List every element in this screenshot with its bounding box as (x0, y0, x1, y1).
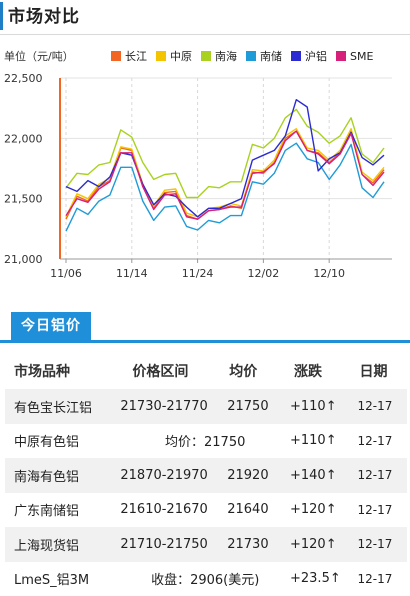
y-tick-label: 22,500 (4, 72, 43, 85)
avg-price-merged: 均价：21750 (165, 435, 246, 451)
x-tick-label: 11/14 (116, 267, 148, 280)
chart-legend: 长江 中原 南海 南储 沪铝 SME (111, 48, 382, 64)
price-date: 12-17 (357, 527, 407, 562)
price-range: 21710-21750 (120, 527, 228, 562)
market-name[interactable]: 中原有色铝 (14, 435, 80, 451)
tab-today-price[interactable]: 今日铝价 (11, 312, 91, 340)
up-arrow-icon: ↑ (329, 571, 341, 587)
table-row[interactable]: 有色宝长江铝 21730-21770 21750 +110↑ 12-17 (5, 389, 407, 424)
change-value: +120 (290, 536, 326, 552)
legend-swatch (156, 51, 166, 61)
up-arrow-icon: ↑ (325, 398, 337, 414)
col-header-avg: 均价 (229, 364, 258, 380)
legend-swatch (291, 51, 301, 61)
legend-item[interactable]: 南储 (246, 48, 282, 64)
up-arrow-icon: ↑ (325, 467, 337, 483)
tab-underline (0, 340, 410, 343)
legend-item[interactable]: 中原 (156, 48, 192, 64)
unit-label: 单位（元/吨） (4, 50, 74, 63)
close-price-merged: 收盘：2906(美元) (151, 573, 260, 589)
price-change: +120↑ (290, 527, 358, 562)
price-range: 21870-21970 (120, 458, 228, 493)
x-tick-label: 12/10 (313, 267, 345, 280)
market-name[interactable]: 有色宝长江铝 (5, 389, 121, 424)
header-accent-bar (0, 2, 3, 30)
market-name[interactable]: 广东南储铝 (14, 504, 80, 520)
legend-swatch (111, 51, 121, 61)
avg-price: 21730 (227, 527, 290, 562)
price-date: 12-17 (357, 502, 393, 517)
legend-label: 南储 (260, 50, 282, 63)
x-tick-label: 11/24 (182, 267, 214, 280)
series-line-SME (65, 130, 385, 220)
table-row[interactable]: LmeS_铝3M 收盘：2906(美元) +23.5↑ 12-17 (5, 562, 407, 596)
up-arrow-icon: ↑ (325, 433, 337, 449)
legend-label: 南海 (215, 50, 237, 63)
section-title: 市场对比 (8, 7, 80, 27)
table-header-row: 市场品种 价格区间 均价 涨跌 日期 (5, 353, 407, 389)
price-change: +140↑ (290, 458, 358, 493)
legend-item[interactable]: 长江 (111, 48, 147, 64)
x-tick-label: 11/06 (50, 267, 82, 280)
line-chart-svg: 21,000 21,500 22,000 22,500 11/06 11/14 11/24 1… (4, 72, 392, 280)
col-header-range: 价格区间 (132, 364, 189, 380)
legend-label: SME (350, 49, 374, 63)
market-name[interactable]: 上海现货铝 (5, 527, 121, 562)
change-value: +23.5 (290, 571, 330, 587)
price-change: +110↑ (290, 389, 358, 424)
series-line-南储 (65, 142, 385, 232)
legend-label: 中原 (170, 50, 192, 63)
legend-swatch (336, 51, 346, 61)
market-name[interactable]: 南海有色铝 (5, 458, 121, 493)
change-value: +140 (290, 467, 326, 483)
y-tick-label: 22,000 (4, 132, 43, 145)
table-row[interactable]: 中原有色铝 均价：21750 +110↑ 12-17 (5, 424, 407, 459)
price-table: 市场品种 价格区间 均价 涨跌 日期 有色宝长江铝 21730-21770 21… (5, 353, 407, 596)
price-date: 12-17 (357, 458, 407, 493)
change-value: +120 (290, 502, 326, 518)
legend-label: 沪铝 (305, 50, 327, 63)
market-name[interactable]: LmeS_铝3M (14, 573, 90, 589)
up-arrow-icon: ↑ (325, 502, 337, 518)
change-value: +110 (290, 433, 326, 449)
avg-price: 21750 (227, 389, 290, 424)
legend-label: 长江 (125, 50, 147, 63)
section-header: 市场对比 (0, 0, 410, 35)
change-value: +110 (290, 398, 326, 414)
price-change: +23.5↑ (290, 562, 357, 596)
series-line-南海 (65, 108, 385, 199)
up-arrow-icon: ↑ (325, 536, 337, 552)
price-date: 12-17 (357, 433, 393, 448)
avg-price: 21640 (227, 502, 269, 518)
price-change: +120↑ (290, 493, 357, 528)
col-header-market: 市场品种 (14, 364, 70, 380)
price-chart: 21,000 21,500 22,000 22,500 11/06 11/14 11/24 1… (0, 36, 410, 296)
col-header-change: 涨跌 (294, 364, 322, 380)
legend-item[interactable]: 南海 (201, 48, 237, 64)
price-change: +110↑ (290, 424, 357, 459)
y-tick-label: 21,500 (4, 193, 43, 206)
price-range: 21610-21670 (120, 502, 208, 518)
price-date: 12-17 (357, 389, 407, 424)
table-row[interactable]: 上海现货铝 21710-21750 21730 +120↑ 12-17 (5, 527, 407, 562)
legend-swatch (246, 51, 256, 61)
price-range: 21730-21770 (120, 389, 228, 424)
table-row[interactable]: 南海有色铝 21870-21970 21920 +140↑ 12-17 (5, 458, 407, 493)
col-header-date: 日期 (359, 364, 388, 380)
price-date: 12-17 (357, 571, 393, 586)
legend-item[interactable]: SME (336, 50, 373, 63)
y-tick-label: 21,000 (4, 253, 43, 266)
table-row[interactable]: 广东南储铝 21610-21670 21640 +120↑ 12-17 (5, 493, 407, 528)
legend-swatch (201, 51, 211, 61)
x-tick-label: 12/02 (248, 267, 280, 280)
legend-item[interactable]: 沪铝 (291, 48, 327, 64)
avg-price: 21920 (227, 458, 290, 493)
